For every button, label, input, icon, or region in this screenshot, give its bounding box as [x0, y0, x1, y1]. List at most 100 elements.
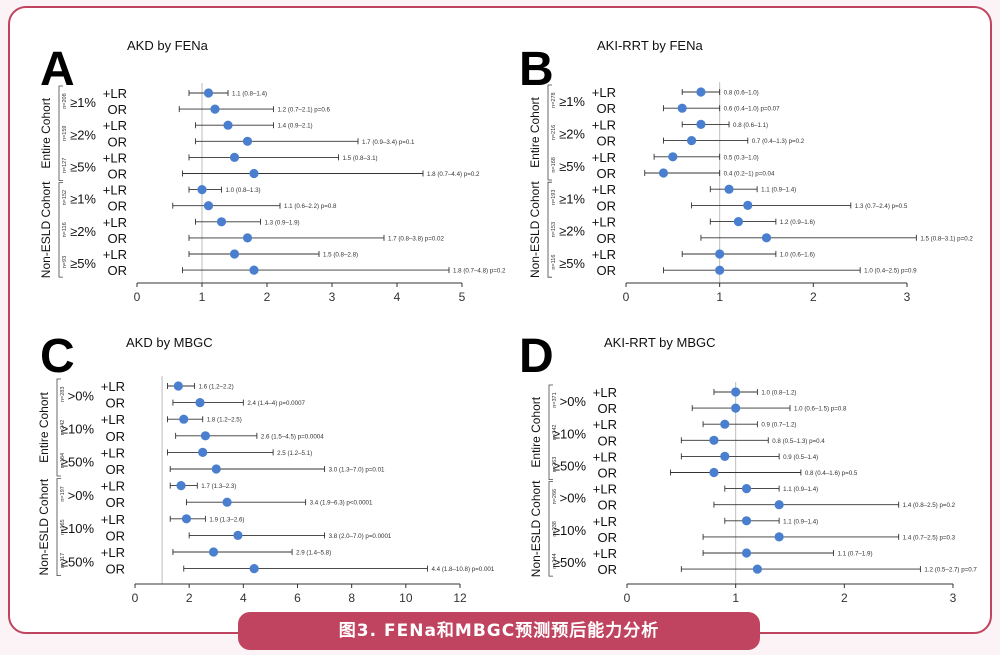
estimate-label: 1.0 (0.6–1.6) [780, 252, 815, 259]
threshold-label: ≥50% [553, 555, 587, 570]
threshold-label: >0% [560, 394, 587, 409]
sample-size-label: n=116 [62, 222, 68, 237]
sample-size-label: n=168 [551, 157, 557, 172]
point-estimate [197, 185, 207, 195]
sample-size-label: n=197 [60, 486, 66, 501]
group-label: Non-ESLD Cohort [528, 181, 542, 278]
x-tick-label: 4 [394, 290, 401, 304]
row-type-label: +LR [103, 86, 127, 101]
row-type-label: OR [108, 231, 128, 246]
group-bracket [56, 478, 61, 576]
row-type-label: OR [598, 401, 618, 416]
point-estimate [210, 104, 220, 114]
threshold-label: ≥10% [553, 523, 587, 538]
point-estimate [715, 265, 725, 275]
x-tick-label: 1 [199, 290, 206, 304]
row-type-label: +LR [592, 182, 616, 197]
sample-size-label: n=153 [551, 222, 557, 237]
estimate-label: 1.9 (1.3–2.6) [209, 516, 244, 523]
point-estimate [229, 152, 240, 162]
row-type-label: OR [597, 263, 617, 278]
point-estimate [752, 564, 763, 574]
sample-size-label: n=152 [62, 190, 68, 205]
row-type-label: +LR [103, 150, 127, 165]
x-tick-label: 3 [950, 591, 957, 605]
point-estimate [709, 467, 719, 478]
sample-size-label: n=193 [551, 190, 557, 205]
point-estimate [181, 514, 192, 524]
row-type-label: +LR [101, 445, 125, 460]
estimate-label: 2.5 (1.2–5.1) [277, 450, 312, 457]
point-estimate [677, 103, 687, 113]
group-label: Non-ESLD Cohort [39, 181, 53, 278]
sample-size-label: n=184 [60, 453, 66, 468]
row-type-label: +LR [593, 385, 617, 400]
row-type-label: OR [597, 231, 617, 246]
row-type-label: OR [598, 530, 618, 545]
group-bracket [58, 182, 63, 278]
estimate-label: 0.9 (0.5–1.4) [783, 454, 818, 461]
estimate-label: 1.1 (0.9–1.4) [783, 486, 818, 493]
row-type-label: +LR [593, 482, 617, 497]
threshold-label: >0% [560, 491, 587, 506]
estimate-label: 0.8 (0.5–1.3) p=0.4 [772, 438, 825, 445]
estimate-label: 0.5 (0.3–1.0) [724, 154, 759, 161]
point-estimate [774, 532, 784, 542]
x-tick-label: 2 [810, 290, 817, 304]
group-label: Non-ESLD Cohort [529, 480, 543, 577]
point-estimate [233, 530, 243, 541]
x-tick-label: 2 [264, 290, 271, 304]
row-type-label: OR [106, 528, 126, 543]
panel-letter: B [519, 43, 554, 96]
point-estimate [741, 484, 752, 494]
x-tick-label: 3 [904, 290, 911, 304]
row-type-label: +LR [101, 512, 125, 527]
threshold-label: >0% [68, 388, 95, 403]
sample-size-label: n=278 [551, 92, 557, 107]
sample-size-label: n=127 [62, 158, 68, 173]
point-estimate [731, 403, 741, 413]
estimate-label: 1.4 (0.9–2.1) [278, 123, 313, 130]
threshold-label: ≥5% [70, 256, 96, 271]
estimate-label: 3.8 (2.0–7.0) p=0.0001 [329, 533, 392, 540]
row-type-label: OR [598, 433, 618, 448]
point-estimate [743, 200, 753, 210]
point-estimate [179, 414, 189, 424]
point-estimate [223, 120, 233, 130]
estimate-label: 1.8 (0.7–4.4) p=0.2 [427, 171, 480, 178]
panel-title: AKI-RRT by FENa [597, 38, 703, 53]
estimate-label: 0.7 (0.4–1.3) p=0.2 [752, 138, 805, 145]
threshold-label: ≥50% [61, 554, 95, 569]
group-bracket [547, 181, 552, 278]
x-tick-label: 10 [399, 591, 413, 605]
estimate-label: 1.2 (0.9–1.6) [780, 219, 815, 226]
threshold-label: >0% [68, 488, 95, 503]
estimate-label: 0.8 (0.6–1.1) [733, 122, 768, 129]
estimate-label: 3.0 (1.3–7.0) p=0.01 [329, 467, 385, 474]
point-estimate [696, 87, 706, 97]
x-tick-label: 2 [841, 591, 848, 605]
estimate-label: 0.8 (0.4–1.6) p=0.5 [805, 470, 858, 477]
row-type-label: OR [106, 562, 126, 577]
estimate-label: 0.9 (0.7–1.2) [761, 422, 796, 429]
estimate-label: 2.6 (1.5–4.5) p=0.0004 [261, 433, 324, 440]
sample-size-label: n=266 [552, 489, 558, 504]
x-tick-label: 0 [132, 591, 139, 605]
threshold-label: ≥2% [70, 127, 96, 142]
point-estimate [249, 265, 259, 275]
row-type-label: OR [597, 198, 617, 213]
point-estimate [203, 201, 214, 211]
row-type-label: OR [597, 166, 617, 181]
threshold-label: ≥50% [61, 455, 95, 470]
point-estimate [733, 217, 744, 227]
group-label: Entire Cohort [39, 97, 53, 168]
x-tick-label: 1 [716, 290, 723, 304]
estimate-label: 1.2 (0.7–2.1) p=0.6 [278, 107, 331, 114]
estimate-label: 1.5 (0.8–3.1) [343, 155, 378, 162]
row-type-label: OR [598, 466, 618, 481]
group-label: Entire Cohort [529, 396, 543, 467]
threshold-label: ≥10% [61, 422, 95, 437]
row-type-label: OR [108, 134, 128, 149]
x-tick-label: 2 [186, 591, 193, 605]
estimate-label: 4.4 (1.8–10.8) p=0.001 [432, 566, 495, 573]
